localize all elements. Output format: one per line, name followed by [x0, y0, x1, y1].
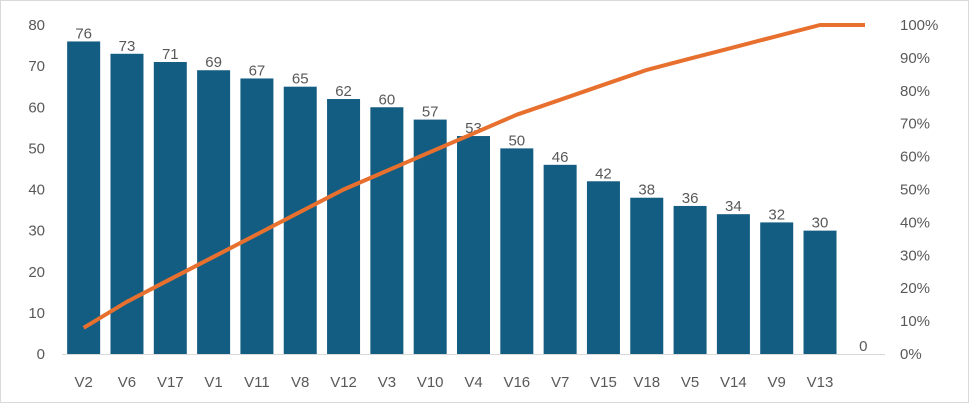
bar: [543, 164, 577, 354]
bar: [327, 99, 361, 355]
y-tick-label: 0: [37, 346, 45, 363]
bar-value-label: 71: [162, 46, 179, 63]
bar-value-label: 65: [292, 71, 309, 88]
bar: [716, 214, 750, 354]
bar-value-label: 76: [75, 25, 92, 42]
x-tick-label: V14: [720, 374, 747, 391]
bar-value-label: 46: [552, 149, 569, 166]
x-axis-labels: V2 V6 V17 V1 V11 V8 V12 V3 V10 V4 V16 V7 V15 V18 V5 V14…: [74, 374, 833, 391]
y-tick-label: 30: [28, 223, 45, 240]
bar: [413, 119, 447, 355]
bar-value-label: 30: [812, 215, 829, 232]
bar-value-label: 57: [422, 104, 439, 121]
bar-value-label: 34: [725, 198, 742, 215]
y2-tick-label: 10%: [900, 313, 930, 330]
y-tick-label: 40: [28, 182, 45, 199]
x-tick-label: V8: [291, 374, 309, 391]
bar: [197, 70, 231, 355]
bar-value-label: 32: [768, 206, 785, 223]
bar-value-label: 69: [205, 54, 222, 71]
x-tick-label: V9: [768, 374, 786, 391]
y2-tick-label: 50%: [900, 182, 930, 199]
bar: [586, 181, 620, 354]
x-tick-label: V13: [807, 374, 834, 391]
x-tick-label: V6: [118, 374, 136, 391]
x-tick-label: V12: [330, 374, 357, 391]
bar-value-label: 36: [682, 190, 699, 207]
y2-tick-label: 40%: [900, 214, 930, 231]
x-tick-label: V4: [464, 374, 482, 391]
y2-tick-label: 20%: [900, 280, 930, 297]
bar: [457, 136, 490, 354]
bar-value-label: 60: [379, 91, 396, 108]
x-tick-label: V3: [378, 374, 396, 391]
y2-tick-label: 90%: [900, 50, 930, 67]
bar-value-label: 50: [508, 132, 525, 149]
bar-value-label: 0: [859, 338, 867, 355]
x-tick-label: V17: [157, 374, 184, 391]
bar: [67, 41, 101, 354]
bar: [370, 107, 404, 354]
x-tick-label: V15: [590, 374, 617, 391]
x-tick-label: V5: [681, 374, 699, 391]
bar: [500, 148, 534, 354]
bar: [760, 222, 794, 354]
bar-value-label: 42: [595, 165, 612, 182]
bars: [67, 41, 837, 355]
right-axis: 0% 10% 20% 30% 40% 50% 60% 70% 80% 90% 100%: [900, 17, 938, 363]
left-axis: 0 10 20 30 40 50 60 70 80: [28, 17, 45, 363]
x-tick-label: V18: [633, 374, 660, 391]
y2-tick-label: 60%: [900, 149, 930, 166]
y2-tick-label: 30%: [900, 247, 930, 264]
bar: [153, 62, 187, 354]
bar: [283, 86, 317, 354]
bar-value-label: 62: [335, 83, 352, 100]
x-tick-label: V7: [551, 374, 569, 391]
y2-tick-label: 0%: [900, 346, 922, 363]
x-tick-label: V2: [74, 374, 92, 391]
x-tick-label: V11: [244, 374, 270, 391]
y-tick-label: 80: [28, 17, 45, 34]
bar: [673, 205, 707, 354]
bar: [240, 78, 274, 355]
y-tick-label: 70: [28, 58, 45, 75]
y2-tick-label: 70%: [900, 116, 930, 133]
bar-value-label: 67: [249, 62, 266, 79]
bar-value-label: 73: [119, 38, 136, 55]
y-tick-label: 50: [28, 140, 45, 157]
cumulative-percent-line: [82, 23, 865, 330]
y-tick-label: 20: [28, 264, 45, 281]
x-tick-label: V16: [503, 374, 530, 391]
y-tick-label: 10: [28, 305, 45, 322]
y-tick-label: 60: [28, 99, 45, 116]
x-tick-label: V1: [204, 374, 222, 391]
bar: [630, 197, 664, 354]
bar-value-label: 38: [638, 182, 655, 199]
y2-tick-label: 100%: [900, 17, 938, 34]
y2-tick-label: 80%: [900, 83, 930, 100]
x-tick-label: V10: [417, 374, 444, 391]
bar: [803, 230, 837, 354]
